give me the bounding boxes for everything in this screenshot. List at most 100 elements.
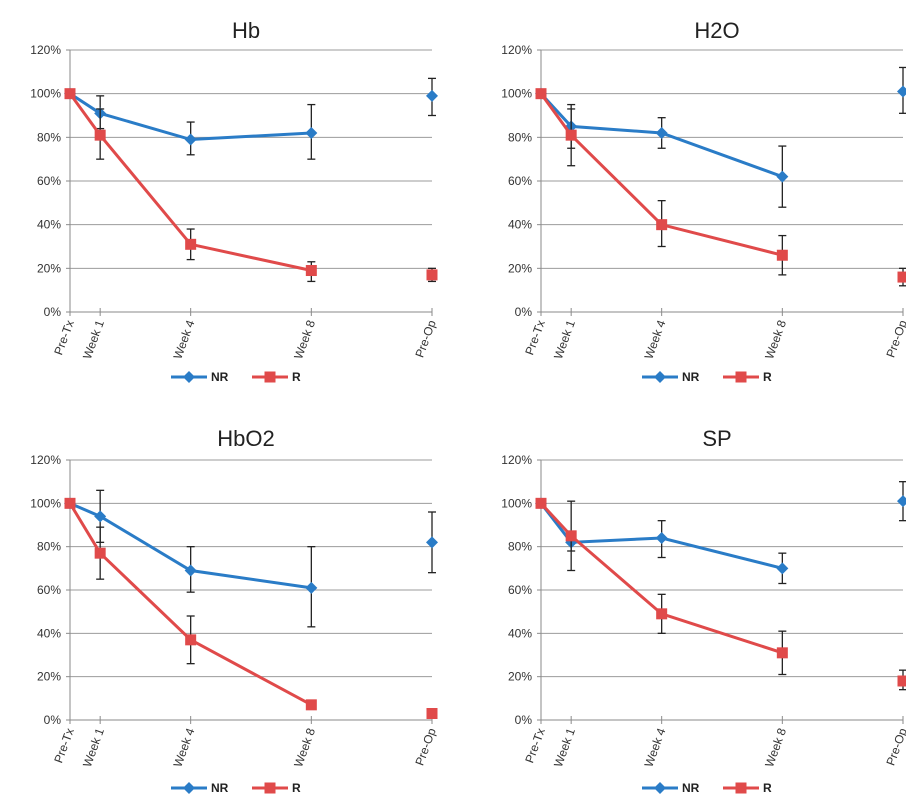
legend-marker bbox=[264, 782, 276, 794]
y-tick-label: 120% bbox=[501, 43, 532, 57]
y-tick-label: 100% bbox=[30, 496, 61, 510]
data-point bbox=[305, 126, 318, 139]
legend-item-nr: NR bbox=[642, 370, 700, 384]
chart-title: SP bbox=[702, 426, 731, 451]
chart-panel-2: H2O 0% 20% 40% 60% 80% 100% 120% Pre-Tx Week 1 Wee… bbox=[501, 18, 906, 384]
series-line bbox=[69, 92, 312, 142]
legend-label: NR bbox=[682, 781, 700, 795]
y-tick-label: 120% bbox=[30, 453, 61, 467]
x-tick-label: Week 8 bbox=[291, 318, 318, 361]
legend-label: NR bbox=[211, 370, 229, 384]
data-point bbox=[897, 271, 906, 283]
legend-item-nr: NR bbox=[171, 781, 229, 795]
data-point bbox=[185, 238, 197, 250]
data-point bbox=[426, 536, 438, 549]
data-point bbox=[776, 647, 788, 659]
legend-item-r: R bbox=[723, 370, 772, 384]
series-nr bbox=[535, 66, 906, 208]
series-line bbox=[539, 502, 783, 655]
y-tick-label: 60% bbox=[508, 583, 532, 597]
data-point bbox=[64, 88, 76, 100]
x-tick-label: Pre-Tx bbox=[51, 726, 76, 765]
series-line bbox=[69, 501, 312, 590]
data-point bbox=[94, 547, 106, 559]
data-point bbox=[185, 634, 197, 646]
data-point bbox=[94, 129, 106, 141]
x-tick-label: Week 1 bbox=[551, 318, 578, 361]
chart-title: H2O bbox=[694, 18, 739, 43]
data-point bbox=[305, 265, 317, 277]
y-tick-label: 80% bbox=[508, 540, 532, 554]
y-tick-label: 80% bbox=[508, 130, 532, 144]
x-tick-label: Week 4 bbox=[641, 726, 668, 769]
x-tick-label: Pre-Op bbox=[412, 726, 438, 767]
legend-label: R bbox=[763, 370, 772, 384]
x-tick-label: Week 4 bbox=[641, 318, 668, 361]
x-tick-label: Week 1 bbox=[551, 726, 578, 769]
y-tick-label: 100% bbox=[30, 87, 61, 101]
data-point bbox=[535, 497, 547, 509]
data-point bbox=[656, 608, 668, 620]
data-point bbox=[655, 532, 668, 544]
series-nr bbox=[64, 77, 438, 160]
legend-item-r: R bbox=[252, 370, 301, 384]
series-line bbox=[539, 92, 783, 179]
chart-title: HbO2 bbox=[217, 426, 274, 451]
data-point bbox=[897, 675, 906, 687]
y-tick-label: 0% bbox=[515, 713, 533, 727]
data-point bbox=[656, 219, 668, 231]
legend: NR R bbox=[642, 370, 772, 384]
legend-marker bbox=[183, 782, 195, 794]
data-point bbox=[655, 126, 668, 139]
legend-item-r: R bbox=[723, 781, 772, 795]
legend-marker bbox=[654, 782, 666, 794]
series-r bbox=[535, 497, 906, 691]
chart-title: Hb bbox=[232, 18, 260, 43]
series-line bbox=[539, 92, 783, 257]
data-point bbox=[897, 85, 906, 98]
y-tick-label: 20% bbox=[508, 261, 532, 275]
x-tick-label: Pre-Op bbox=[883, 318, 906, 359]
x-tick-label: Pre-Tx bbox=[522, 318, 547, 357]
series-r bbox=[64, 88, 438, 283]
y-tick-label: 120% bbox=[501, 453, 532, 467]
data-point bbox=[305, 581, 318, 594]
data-point bbox=[184, 133, 197, 146]
x-tick-label: Week 4 bbox=[170, 318, 197, 361]
x-tick-label: Week 8 bbox=[291, 726, 318, 769]
y-tick-label: 100% bbox=[501, 496, 532, 510]
legend-item-nr: NR bbox=[171, 370, 229, 384]
x-tick-label: Week 4 bbox=[170, 726, 197, 769]
y-tick-label: 40% bbox=[508, 626, 532, 640]
legend: NR R bbox=[642, 781, 772, 795]
series-nr bbox=[64, 489, 438, 628]
series-line bbox=[68, 502, 313, 707]
legend-label: R bbox=[763, 781, 772, 795]
x-tick-label: Pre-Op bbox=[883, 726, 906, 767]
data-point bbox=[776, 562, 789, 575]
y-tick-label: 40% bbox=[37, 218, 61, 232]
legend: NR R bbox=[171, 781, 301, 795]
data-point bbox=[426, 89, 438, 102]
legend-marker bbox=[735, 782, 747, 794]
legend-marker bbox=[183, 371, 195, 383]
data-point bbox=[64, 497, 76, 509]
series-r bbox=[535, 88, 906, 287]
data-point bbox=[897, 495, 906, 508]
x-tick-label: Pre-Tx bbox=[522, 726, 547, 765]
legend-label: NR bbox=[682, 370, 700, 384]
x-tick-label: Week 1 bbox=[80, 726, 107, 769]
y-tick-label: 40% bbox=[508, 218, 532, 232]
x-tick-label: Week 8 bbox=[762, 318, 789, 361]
data-point bbox=[565, 129, 577, 141]
legend-marker bbox=[654, 371, 666, 383]
x-tick-label: Week 8 bbox=[762, 726, 789, 769]
y-tick-label: 20% bbox=[508, 670, 532, 684]
legend-label: NR bbox=[211, 781, 229, 795]
data-point bbox=[776, 170, 789, 183]
legend: NR R bbox=[171, 370, 301, 384]
data-point bbox=[426, 269, 438, 281]
legend-marker bbox=[264, 371, 276, 383]
x-tick-label: Week 1 bbox=[80, 318, 107, 361]
y-tick-label: 100% bbox=[501, 87, 532, 101]
